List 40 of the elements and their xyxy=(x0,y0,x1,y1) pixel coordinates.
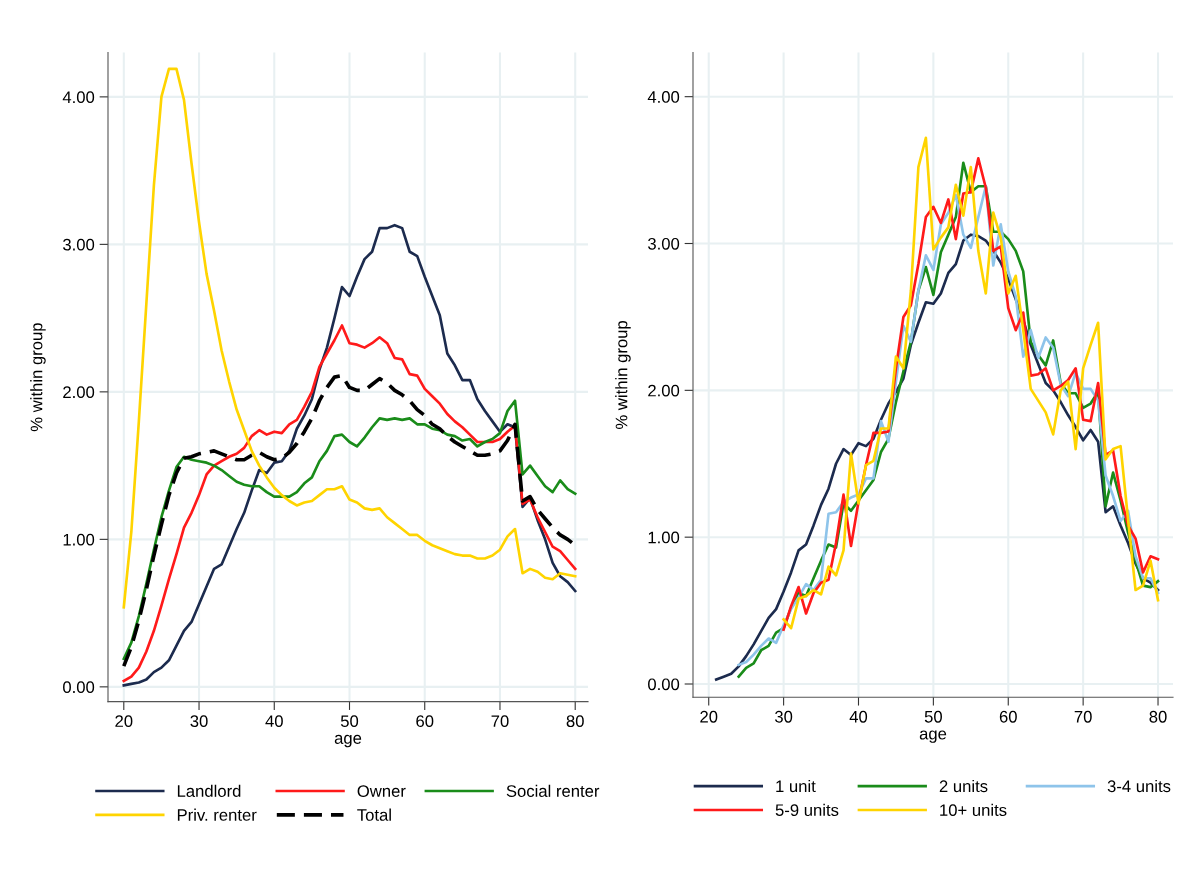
x-tick-label: 40 xyxy=(849,710,868,723)
y-tick-label: 0.00 xyxy=(648,678,680,691)
y-tick-label: 1.00 xyxy=(63,533,95,546)
x-tick-label: 30 xyxy=(774,710,793,723)
legend-label: Priv. renter xyxy=(177,808,257,821)
legend-label: 10+ units xyxy=(940,803,1007,817)
x-tick-label: 20 xyxy=(115,715,133,728)
x-tick-label: 50 xyxy=(340,715,359,728)
x-tick-label: 70 xyxy=(1074,710,1092,723)
y-tick-label: 3.00 xyxy=(648,237,680,250)
y-tick-label: 0.00 xyxy=(63,681,95,694)
line-series xyxy=(122,324,577,683)
line-series xyxy=(122,67,577,609)
legend-label: Social renter xyxy=(506,784,600,797)
x-tick-label: 80 xyxy=(1149,710,1167,723)
y-tick-label: 4.00 xyxy=(62,91,95,104)
x-tick-label: 20 xyxy=(700,710,718,723)
y-axis-title: % within group xyxy=(30,323,46,432)
y-axis-title: % within group xyxy=(615,320,631,429)
legend-label: Owner xyxy=(357,785,406,797)
legend-label: Total xyxy=(357,808,391,821)
x-tick-label: 60 xyxy=(416,715,434,728)
legend-label: 1 unit xyxy=(776,779,816,793)
x-axis-title: age xyxy=(919,730,947,743)
legend-label: Landlord xyxy=(177,784,241,797)
y-tick-label: 1.00 xyxy=(648,531,680,544)
y-tick-label: 4.00 xyxy=(647,91,680,103)
legend-label: 3-4 units xyxy=(1107,779,1171,793)
legend-label: 5-9 units xyxy=(775,803,839,817)
x-tick-label: 70 xyxy=(491,715,509,728)
x-axis-title: age xyxy=(334,734,362,748)
x-tick-label: 80 xyxy=(566,715,584,728)
y-tick-label: 2.00 xyxy=(63,386,95,399)
x-tick-label: 60 xyxy=(999,710,1017,723)
y-tick-label: 2.00 xyxy=(648,384,680,397)
x-tick-label: 40 xyxy=(265,715,283,728)
x-tick-label: 50 xyxy=(924,710,942,723)
y-tick-label: 3.00 xyxy=(63,238,95,251)
legend-label: 2 units xyxy=(939,779,988,793)
x-tick-label: 30 xyxy=(190,715,208,728)
